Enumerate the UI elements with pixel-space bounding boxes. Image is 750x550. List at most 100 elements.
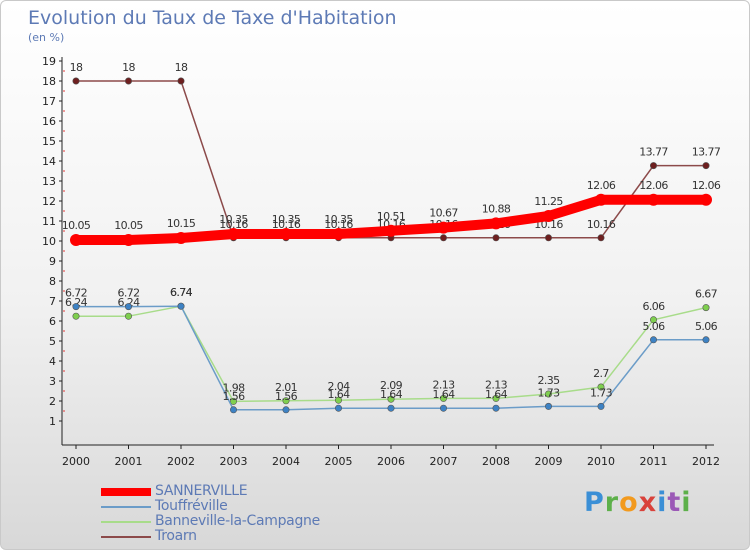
data-point <box>282 406 290 414</box>
data-label: 12.06 <box>692 179 721 192</box>
data-point <box>230 397 238 405</box>
data-label: 2.04 <box>327 380 350 393</box>
x-tick-label: 2008 <box>482 455 510 468</box>
y-tick-label: 1 <box>49 415 56 428</box>
data-label: 10.35 <box>272 213 301 226</box>
data-label: 6.72 <box>65 287 87 300</box>
data-label: 10.51 <box>377 210 406 223</box>
x-tick-label: 2012 <box>692 455 720 468</box>
data-label: 1.64 <box>432 388 455 401</box>
data-label: 10.35 <box>219 213 248 226</box>
y-tick-label: 15 <box>42 135 56 148</box>
data-label: 10.16 <box>324 218 353 231</box>
data-point <box>227 228 240 240</box>
legend-label-sannerville: SANNERVILLE <box>155 483 248 499</box>
data-label: 1.64 <box>485 388 508 401</box>
y-tick-label: 8 <box>49 275 56 288</box>
data-point <box>597 383 605 391</box>
data-label: 2.7 <box>593 367 609 380</box>
y-tick-label: 14 <box>42 155 56 168</box>
data-label: 6.67 <box>695 288 718 301</box>
data-label: 18 <box>122 61 135 74</box>
data-label: 10.16 <box>272 218 301 231</box>
data-point <box>544 402 552 410</box>
data-label: 2.01 <box>275 381 297 394</box>
legend-swatch-sannerville <box>101 488 151 496</box>
y-tick-label: 19 <box>42 55 56 68</box>
data-point <box>595 193 607 206</box>
chart-subtitle: (en %) <box>28 31 65 44</box>
data-point <box>334 396 342 404</box>
x-tick-label: 2011 <box>640 455 668 468</box>
data-point <box>700 193 712 206</box>
data-point <box>542 210 555 222</box>
data-point <box>649 162 657 170</box>
y-tick-label: 4 <box>49 355 56 368</box>
data-label: 10.67 <box>429 207 458 220</box>
data-point <box>439 234 447 242</box>
y-tick-label: 6 <box>49 315 56 328</box>
data-label: 10.35 <box>324 213 353 226</box>
data-point <box>492 234 500 242</box>
data-point <box>72 77 80 85</box>
data-point <box>125 312 133 320</box>
data-point <box>647 193 660 206</box>
data-point <box>649 316 657 324</box>
data-point <box>492 404 500 412</box>
data-point <box>122 234 135 246</box>
data-point <box>544 390 552 398</box>
data-point <box>702 162 710 170</box>
data-label: 13.77 <box>639 146 668 159</box>
data-point <box>334 404 342 412</box>
data-label: 1.98 <box>222 381 245 394</box>
y-tick-label: 12 <box>42 195 56 208</box>
data-label: 10.05 <box>114 219 143 232</box>
legend-label-touffreville: Touffréville <box>155 498 228 514</box>
data-point <box>439 394 447 402</box>
y-tick-label: 16 <box>42 115 56 128</box>
data-point <box>72 303 80 311</box>
data-point <box>280 228 292 240</box>
data-label: 1.56 <box>275 390 298 403</box>
data-point <box>177 302 185 310</box>
y-tick-label: 2 <box>49 395 56 408</box>
data-label: 10.16 <box>587 218 616 231</box>
data-point <box>125 77 133 85</box>
y-tick-label: 3 <box>49 375 56 388</box>
data-point <box>439 404 447 412</box>
data-label: 2.09 <box>380 379 403 392</box>
data-label: 10.88 <box>482 202 511 215</box>
x-tick-label: 2006 <box>377 455 405 468</box>
data-point <box>597 402 605 410</box>
data-label: 2.35 <box>537 374 560 387</box>
x-tick-label: 2004 <box>272 455 300 468</box>
data-label: 6.72 <box>117 287 139 300</box>
x-tick-label: 2009 <box>535 455 563 468</box>
legend-label-banneville: Banneville-la-Campagne <box>155 513 320 529</box>
data-label: 2.13 <box>485 378 508 391</box>
data-point <box>544 234 552 242</box>
data-label: 1.64 <box>380 388 403 401</box>
data-label: 2.13 <box>432 378 455 391</box>
data-point <box>702 336 710 344</box>
legend-label-troarn: Troarn <box>155 528 197 544</box>
data-point <box>70 234 82 246</box>
x-tick-label: 2007 <box>430 455 458 468</box>
legend-swatch-troarn <box>101 536 151 538</box>
y-tick-label: 9 <box>49 255 56 268</box>
chart-title: Evolution du Taux de Taxe d'Habitation <box>28 7 397 29</box>
data-label: 5.06 <box>642 320 665 333</box>
data-label: 12.06 <box>587 179 616 192</box>
data-label: 18 <box>175 61 188 74</box>
data-point <box>175 232 187 244</box>
data-label: 12.06 <box>639 179 668 192</box>
y-tick-label: 18 <box>42 75 56 88</box>
y-tick-label: 11 <box>42 215 56 228</box>
data-point <box>177 77 185 85</box>
y-tick-label: 5 <box>49 335 56 348</box>
legend-swatch-touffreville <box>101 506 151 508</box>
x-tick-label: 2001 <box>115 455 143 468</box>
x-tick-label: 2003 <box>220 455 248 468</box>
data-point <box>230 406 238 414</box>
data-label: 1.56 <box>222 390 245 403</box>
